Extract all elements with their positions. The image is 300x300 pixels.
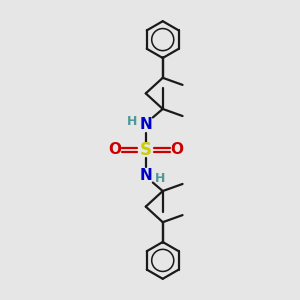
Text: S: S bbox=[140, 141, 152, 159]
Text: H: H bbox=[126, 115, 137, 128]
Text: O: O bbox=[108, 142, 121, 158]
Text: N: N bbox=[140, 117, 152, 132]
Text: H: H bbox=[155, 172, 165, 185]
Text: N: N bbox=[140, 168, 152, 183]
Text: O: O bbox=[170, 142, 183, 158]
